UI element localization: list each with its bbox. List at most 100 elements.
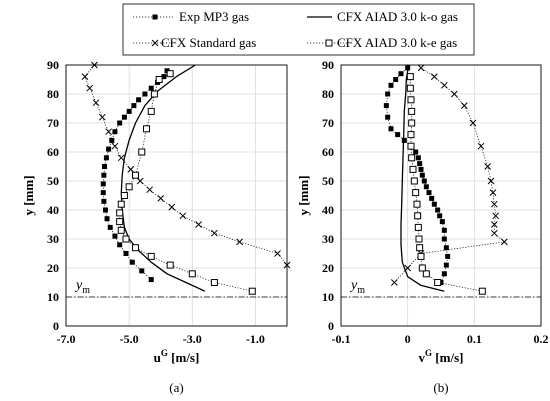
y-tick-label: 70 (47, 116, 59, 130)
data-point-ke (147, 252, 155, 260)
series-ko (400, 64, 445, 292)
data-point-exp (441, 227, 447, 233)
x-tick-label: 0 (405, 332, 411, 346)
data-point-ke (434, 279, 442, 286)
data-point-exp (443, 262, 449, 268)
data-point-exp (395, 132, 401, 138)
data-point-ke (150, 90, 158, 98)
data-point-exp (148, 85, 154, 91)
data-point-std (168, 203, 176, 211)
data-point-exp (421, 178, 427, 184)
data-point-exp (107, 224, 113, 230)
data-point-exp (419, 172, 425, 178)
data-point-exp (426, 190, 432, 196)
data-point-ke (188, 270, 196, 278)
data-point-ke (406, 84, 414, 92)
data-point-exp (123, 251, 129, 256)
data-point-ke (155, 76, 163, 83)
x-tick-label: -5.0 (120, 332, 139, 346)
ym-label-main: y (74, 278, 83, 293)
y-tick-label: 30 (322, 232, 334, 246)
y-tick-label: 0 (53, 319, 59, 333)
data-point-ke (117, 226, 125, 234)
data-point-ke (248, 287, 256, 295)
ym-label-main: y (349, 278, 358, 293)
data-point-ke (478, 287, 486, 295)
data-point-exp (139, 268, 145, 274)
data-point-std (440, 81, 448, 89)
data-point-ke (120, 192, 128, 199)
data-point-std (417, 64, 425, 72)
data-point-std (489, 189, 497, 196)
data-point-std (390, 279, 398, 286)
data-point-exp (131, 103, 137, 109)
data-point-std (136, 177, 144, 185)
data-point-ke (409, 165, 417, 173)
legend-label-std: CFX Standard gas (161, 35, 256, 50)
data-point-ke (422, 270, 430, 278)
panel-label: (b) (433, 380, 448, 395)
data-point-ke (131, 244, 139, 252)
y-tick-label: 20 (322, 261, 334, 275)
data-point-std (86, 84, 94, 92)
series-std (81, 61, 291, 269)
x-tick-label: -3.0 (183, 332, 202, 346)
plot-frame (340, 64, 542, 327)
y-axis-label: y [mm] (296, 175, 311, 215)
data-point-exp (398, 71, 404, 77)
data-point-ke (138, 148, 146, 156)
data-point-exp (104, 216, 110, 222)
ym-label-sub: m (357, 285, 365, 296)
data-point-exp (413, 149, 419, 155)
data-point-ke (410, 177, 418, 185)
data-point-std (490, 221, 498, 228)
data-point-exp (136, 97, 142, 103)
data-point-exp (100, 190, 106, 196)
data-point-ke (407, 142, 415, 150)
data-point-std (274, 250, 281, 257)
data-point-std (92, 99, 100, 107)
data-point-ke (131, 171, 139, 179)
data-point-exp (101, 172, 107, 178)
x-tick-label: 0.2 (534, 332, 549, 346)
ym-label-sub: m (82, 285, 90, 296)
data-point-std (490, 229, 498, 237)
data-point-std (105, 128, 112, 136)
data-point-ke (406, 73, 414, 81)
data-point-exp (129, 259, 135, 265)
data-point-std (490, 200, 498, 208)
data-point-ke (412, 189, 420, 197)
data-point-std (91, 61, 98, 69)
data-point-exp (445, 253, 451, 259)
legend-swatch-std (133, 39, 173, 47)
data-point-ke (415, 235, 423, 243)
data-point-exp (103, 155, 109, 161)
data-point-std (127, 166, 135, 173)
legend-swatch-exp (133, 14, 173, 20)
y-tick-label: 10 (47, 290, 59, 304)
data-point-exp (385, 91, 391, 97)
data-point-exp (417, 161, 423, 167)
y-tick-label: 40 (47, 203, 59, 217)
series-line-ke (409, 76, 483, 292)
data-point-std (477, 142, 485, 150)
data-point-std (195, 221, 202, 228)
data-point-exp (388, 82, 394, 88)
y-tick-label: 80 (47, 87, 59, 101)
y-tick-label: 60 (47, 145, 59, 159)
data-point-ke (122, 235, 130, 243)
data-point-exp (385, 114, 391, 120)
legend-marker-std (151, 39, 159, 47)
data-point-std (460, 102, 468, 109)
data-point-exp (431, 201, 437, 207)
data-point-exp (121, 114, 127, 120)
data-point-ke (143, 125, 151, 133)
data-point-exp (388, 126, 394, 132)
data-point-std (111, 142, 119, 150)
data-point-std (450, 90, 458, 98)
y-tick-label: 40 (322, 203, 334, 217)
data-point-std (469, 119, 477, 127)
data-point-std (430, 73, 438, 80)
ym-label: ym (349, 278, 365, 296)
data-point-exp (117, 242, 123, 248)
